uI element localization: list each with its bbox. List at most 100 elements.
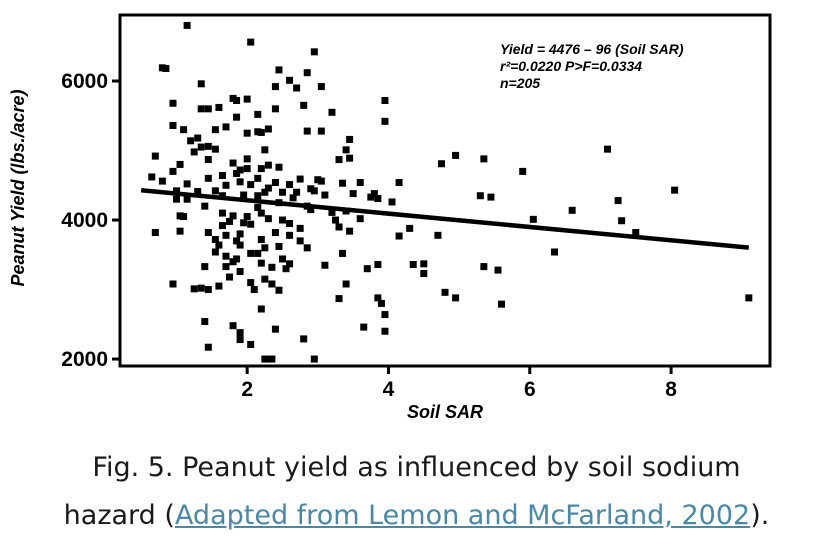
data-point [618,217,626,225]
data-point [197,80,205,88]
data-point [187,137,195,145]
x-tick-label: 6 [524,378,536,401]
annotation-n: n=205 [500,75,540,91]
data-point [236,267,244,275]
data-point [218,209,226,217]
data-point [211,236,219,244]
data-point [215,282,223,290]
data-point [377,299,385,307]
data-point [632,229,640,237]
data-point [331,216,339,224]
data-point [356,215,364,223]
data-point [360,323,368,331]
data-point [346,227,354,235]
data-point [317,127,325,135]
data-point [257,236,265,244]
data-point [335,156,343,164]
data-point [247,340,255,348]
data-point [268,280,276,288]
data-point [233,237,241,245]
data-point [317,83,325,91]
data-point [247,181,255,189]
data-point [194,134,202,142]
y-tick-label: 4000 [61,209,108,232]
data-point [204,286,212,294]
data-point [303,244,311,252]
data-point [307,206,315,214]
data-point [183,21,191,29]
data-point [247,249,255,257]
data-point [286,181,294,189]
data-point [243,213,251,221]
data-point [158,177,166,185]
data-point [226,217,234,225]
data-point [342,146,350,154]
data-point [261,188,269,196]
data-point [374,261,382,269]
data-point [211,248,219,256]
data-point [268,263,276,271]
data-point [342,280,350,288]
data-point [303,69,311,77]
data-point [551,248,559,256]
data-point [197,105,205,113]
data-point [275,163,283,171]
data-point [480,155,488,163]
data-point [176,160,184,168]
data-point [211,126,219,134]
data-point [254,204,262,212]
data-point [173,187,181,195]
data-point [374,294,382,302]
data-point [257,305,265,313]
data-point [233,113,241,121]
data-point [204,174,212,182]
data-point [215,241,223,249]
data-point [236,230,244,238]
data-point [328,208,336,216]
data-point [388,198,396,206]
data-point [222,123,230,131]
data-point [261,244,269,252]
data-point [240,219,248,227]
data-point [176,212,184,220]
data-point [158,64,166,72]
data-point [279,216,286,224]
data-point [148,173,156,181]
data-point [452,151,460,159]
data-point [236,166,244,174]
data-point [254,249,262,257]
data-point [194,188,202,196]
data-point [222,263,230,271]
data-point [236,336,244,344]
data-point [282,265,290,273]
data-point [261,146,269,154]
x-axis-ticks: 2 4 6 8 [241,366,677,401]
data-point [406,224,414,232]
data-point [264,125,272,133]
data-point [236,178,244,186]
source-link[interactable]: Adapted from Lemon and McFarland, 2002 [174,500,751,531]
data-point [441,288,449,296]
plot-frame [118,13,772,368]
data-point [173,195,181,203]
x-axis-title: Soil SAR [407,402,483,422]
data-point [296,224,304,232]
data-point [363,265,371,273]
data-point [162,65,170,73]
data-point [286,76,294,84]
data-point [254,192,262,200]
data-point [339,179,347,187]
data-point [321,191,329,199]
data-point [180,126,188,134]
data-point [254,110,262,118]
data-point [268,355,276,363]
data-point [204,343,212,351]
data-point [498,300,506,308]
data-point [286,220,294,228]
data-point [339,249,347,257]
data-point [275,66,283,74]
data-point [271,325,279,333]
data-point [243,95,251,103]
data-point [229,159,237,167]
data-point [480,263,488,271]
